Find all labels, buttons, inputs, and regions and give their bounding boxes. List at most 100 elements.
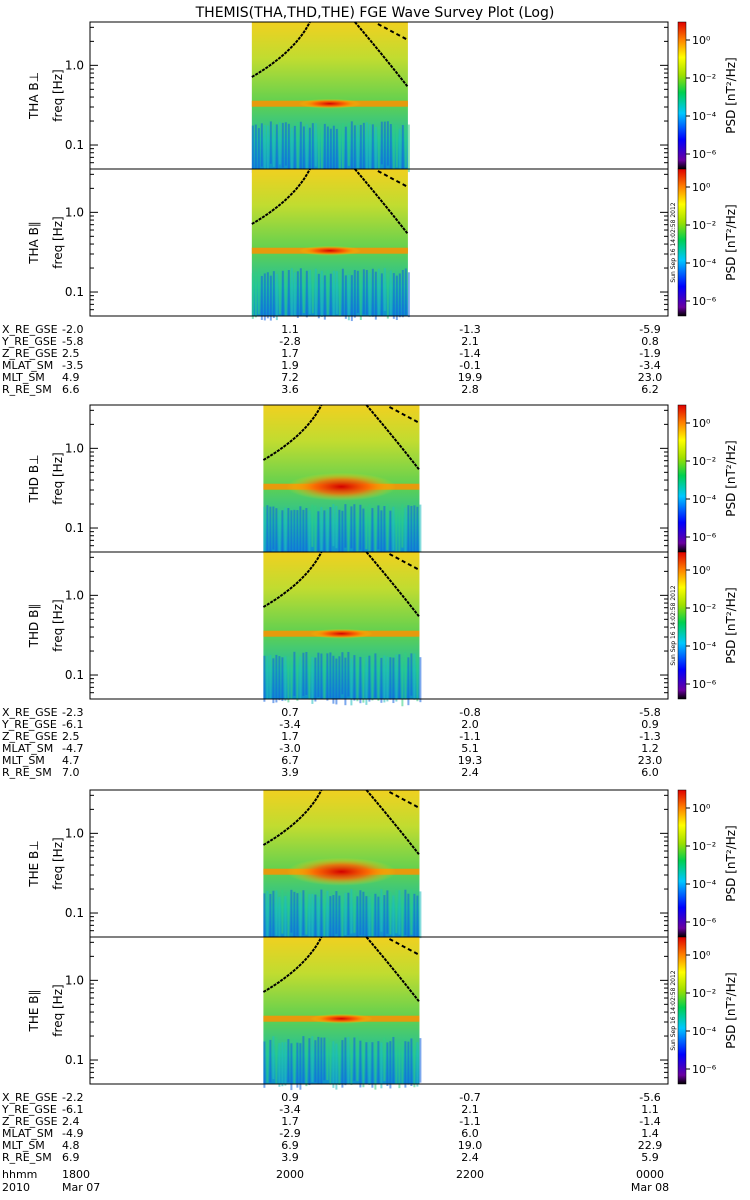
stripe: [284, 122, 287, 166]
stripe: [410, 1038, 413, 1087]
stripe: [398, 128, 401, 172]
stripe: [320, 507, 323, 551]
stripe: [404, 268, 407, 315]
stripe: [290, 510, 293, 555]
ephemeris-value: -5.9: [639, 323, 660, 336]
colorbar-tick-label: 10⁻⁶: [692, 148, 717, 161]
stripe: [413, 505, 416, 552]
stripe: [302, 652, 305, 696]
stripe: [407, 893, 410, 937]
stripe: [407, 272, 410, 318]
low-frequency-stripes: [263, 651, 422, 707]
ephemeris-label: Z_RE_GSE: [2, 1115, 58, 1128]
stripe: [365, 506, 368, 550]
stripe: [377, 1041, 380, 1085]
stripe: [317, 1036, 320, 1084]
stripe: [290, 268, 293, 316]
stripe: [359, 272, 362, 321]
stripe: [326, 1037, 329, 1080]
stripe: [371, 124, 374, 173]
stripe: [269, 1039, 272, 1083]
ephemeris-label: Z_RE_GSE: [2, 730, 58, 743]
ephemeris-label: Z_RE_GSE: [2, 347, 58, 360]
stripe: [395, 1040, 398, 1085]
stripe: [251, 125, 254, 173]
stripe: [407, 657, 410, 706]
ephemeris-value: 2.4: [461, 1151, 479, 1164]
date-year: 2010: [2, 1181, 30, 1194]
timestamp-stamp: Sun Sep 16 14:02:58 2012: [670, 202, 677, 282]
stripe: [332, 504, 335, 547]
ephemeris-label: R_RE_SM: [2, 383, 52, 396]
stripe: [332, 1041, 335, 1088]
freq-axis-label: freq [Hz]: [51, 837, 65, 889]
stripe: [323, 1037, 326, 1081]
stripe: [269, 275, 272, 321]
stripe: [347, 274, 350, 321]
stripe: [299, 268, 302, 316]
ephemeris-label: MLT_SM: [2, 1139, 45, 1152]
colorbar-tick-label: 10⁰: [692, 949, 711, 962]
stripe: [296, 510, 299, 558]
stripe: [380, 889, 383, 932]
stripe: [284, 656, 287, 701]
probe-thd: 1.0 0.1 THD B⊥ freq [Hz] 10⁰ 10⁻² 10⁻⁴ 10⁻⁶ PSD …: [1, 404, 738, 779]
emission-peak: [286, 857, 397, 886]
ephemeris-value: 3.9: [281, 766, 299, 779]
stripe: [383, 1037, 386, 1082]
colorbar-label: PSD [nT²/Hz]: [724, 57, 738, 133]
stripe: [317, 128, 320, 172]
time-tick-label: 0000: [636, 1168, 664, 1181]
stripe: [374, 653, 377, 698]
stripe: [380, 121, 383, 165]
stripe: [335, 1043, 338, 1090]
stripe: [281, 122, 284, 168]
colorbar-tick-label: 10⁻⁴: [692, 110, 717, 123]
stripe: [401, 1041, 404, 1085]
stripe: [329, 652, 332, 699]
stripe: [329, 128, 332, 177]
ephemeris-value: 4.7: [62, 754, 80, 767]
ephemeris-value: -6.1: [62, 718, 83, 731]
panel-label: THE B⊥: [27, 840, 41, 887]
stripe: [287, 891, 290, 937]
gyrofrequency-curve: [354, 21, 409, 88]
ephemeris-value: 6.6: [62, 383, 80, 396]
ephemeris-value: -5.8: [62, 335, 83, 348]
harmonic-curve: [388, 553, 420, 571]
stripe: [398, 654, 401, 700]
stripe: [266, 891, 269, 937]
stripe: [356, 124, 359, 173]
stripe: [395, 889, 398, 934]
stripe: [389, 1041, 392, 1089]
stripe: [353, 504, 356, 551]
stripe: [260, 123, 263, 167]
stripe: [272, 506, 275, 550]
ephemeris-value: 1.9: [281, 359, 299, 372]
y-tick-label: 0.1: [65, 906, 84, 920]
stripe: [272, 1036, 275, 1080]
stripe: [299, 506, 302, 555]
ephemeris-label: MLT_SM: [2, 371, 45, 384]
stripe: [251, 273, 254, 319]
stripe: [317, 273, 320, 319]
stripe: [314, 505, 317, 553]
stripe: [377, 505, 380, 550]
ephemeris-value: -0.8: [459, 706, 480, 719]
stripe: [416, 1042, 419, 1087]
stripe: [272, 890, 275, 938]
ephemeris-value: 1.2: [641, 742, 659, 755]
stripe: [281, 270, 284, 317]
stripe: [359, 124, 362, 173]
stripe: [350, 506, 353, 549]
low-frequency-stripes: [263, 889, 422, 944]
freq-axis-label: freq [Hz]: [51, 452, 65, 504]
stripe: [302, 1036, 305, 1084]
stripe: [359, 890, 362, 936]
stripe: [272, 124, 275, 167]
stripe: [278, 656, 281, 701]
stripe: [356, 270, 359, 313]
stripe: [287, 656, 290, 703]
colorbar-tick-label: 10⁻²: [692, 72, 716, 85]
stripe: [314, 123, 317, 167]
